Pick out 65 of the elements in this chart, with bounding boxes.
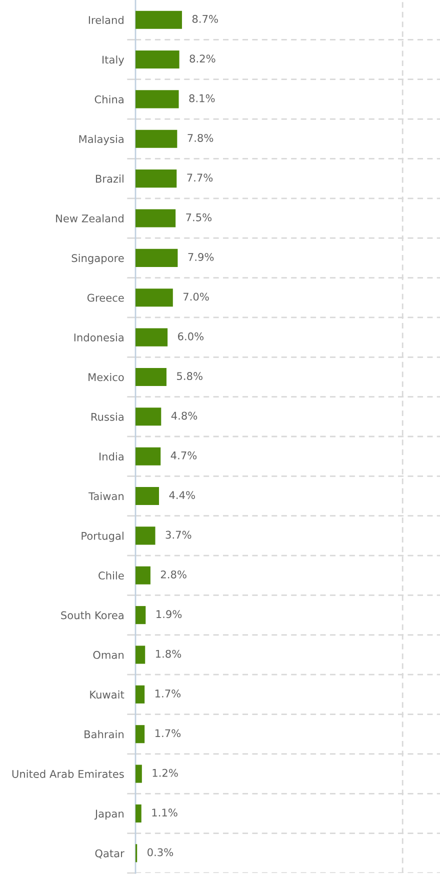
y-tick-label: United Arab Emirates bbox=[12, 770, 124, 778]
bar bbox=[136, 368, 166, 386]
data-label: 3.7% bbox=[166, 530, 192, 539]
y-tick-label: India bbox=[100, 452, 124, 460]
y-tick-label: Mexico bbox=[88, 372, 124, 382]
bar bbox=[136, 685, 145, 704]
bar bbox=[136, 408, 162, 426]
bar bbox=[136, 10, 182, 29]
y-tick-label: Kuwait bbox=[90, 690, 124, 699]
bar bbox=[136, 328, 168, 346]
y-tick-label: Brazil bbox=[96, 174, 124, 183]
y-tick-label: Oman bbox=[93, 650, 124, 659]
data-label: 2.8% bbox=[160, 570, 186, 578]
y-tick-label: Singapore bbox=[72, 254, 124, 264]
y-tick-label: Malaysia bbox=[79, 134, 124, 146]
data-label: 1.2% bbox=[152, 768, 178, 777]
data-label: 8.7% bbox=[192, 14, 218, 23]
data-label: 6.0% bbox=[178, 332, 204, 340]
bar bbox=[136, 90, 179, 108]
data-label: 5.8% bbox=[177, 372, 202, 380]
bar bbox=[136, 566, 150, 584]
y-tick-label: Chile bbox=[98, 571, 124, 580]
y-tick-label: South Korea bbox=[61, 611, 124, 620]
y-tick-label: China bbox=[94, 95, 124, 104]
bar bbox=[136, 130, 178, 148]
y-tick-label: Italy bbox=[102, 56, 124, 66]
y-tick-label: Qatar bbox=[95, 849, 124, 859]
data-label: 7.7% bbox=[187, 174, 213, 182]
bar bbox=[136, 209, 176, 228]
data-label: 8.1% bbox=[189, 94, 215, 102]
y-tick-label: Portugal bbox=[82, 532, 124, 542]
bar bbox=[136, 606, 146, 624]
y-tick-label: Taiwan bbox=[88, 492, 124, 500]
data-label: 1.7% bbox=[155, 690, 181, 698]
bar bbox=[136, 764, 142, 783]
data-label: 4.7% bbox=[170, 451, 197, 460]
bar bbox=[136, 288, 173, 307]
bar bbox=[136, 804, 142, 823]
y-tick-label: Japan bbox=[94, 810, 124, 820]
bar bbox=[136, 50, 180, 69]
data-label: 1.9% bbox=[156, 610, 182, 618]
bar bbox=[136, 646, 146, 664]
data-label: 4.8% bbox=[171, 412, 198, 420]
bar bbox=[136, 725, 145, 744]
data-label: 8.2% bbox=[190, 54, 216, 63]
bar bbox=[136, 526, 156, 545]
y-tick-label: Ireland bbox=[88, 16, 124, 24]
data-label: 4.4% bbox=[169, 491, 195, 500]
data-label: 7.0% bbox=[183, 292, 209, 301]
data-label: 1.1% bbox=[152, 808, 178, 817]
data-label: 1.7% bbox=[155, 729, 181, 738]
y-tick-label: Bahrain bbox=[84, 730, 124, 738]
bar bbox=[136, 486, 160, 506]
y-tick-label: New Zealand bbox=[56, 214, 124, 222]
data-label: 7.5% bbox=[186, 213, 212, 222]
bar bbox=[136, 447, 161, 466]
y-tick-label: Indonesia bbox=[74, 333, 124, 342]
data-label: 1.8% bbox=[156, 650, 182, 658]
y-tick-label: Greece bbox=[87, 294, 124, 302]
data-label: 7.9% bbox=[188, 253, 214, 261]
data-label: 0.3% bbox=[148, 848, 174, 856]
y-tick-label: Russia bbox=[91, 412, 124, 421]
bar bbox=[136, 170, 177, 188]
data-label: 7.8% bbox=[188, 134, 214, 142]
bar bbox=[136, 248, 178, 267]
